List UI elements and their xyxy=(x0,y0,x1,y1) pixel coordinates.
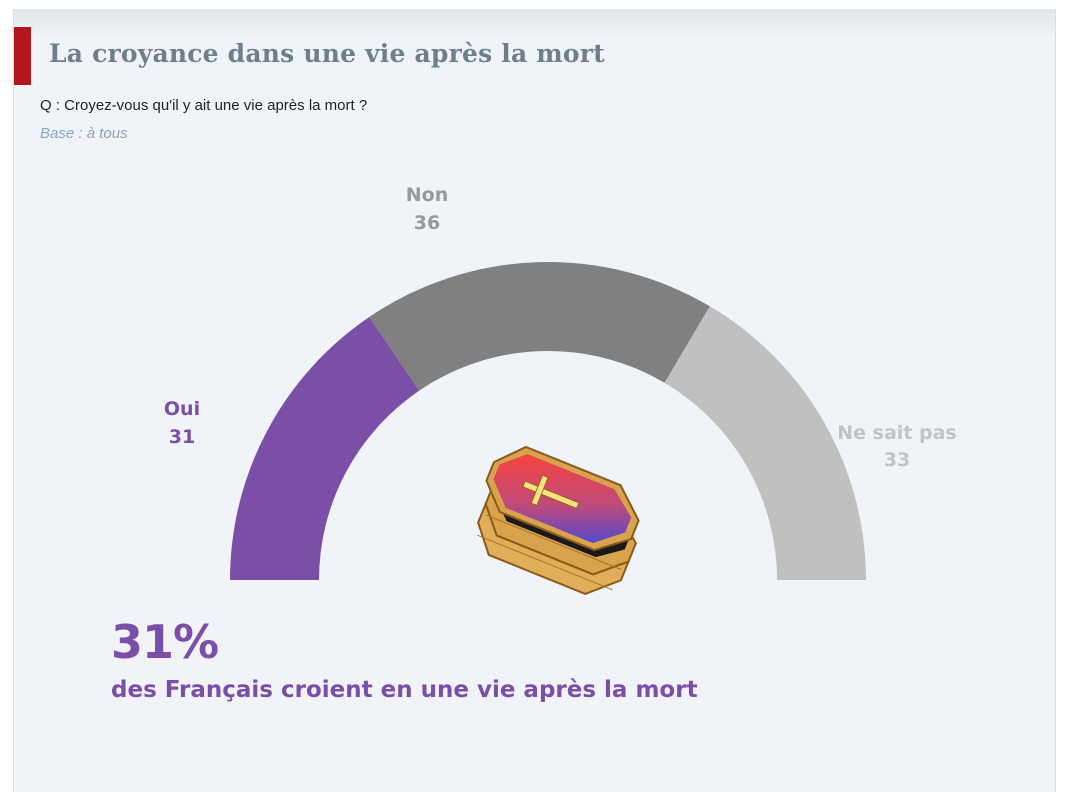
label-non-value: 36 xyxy=(414,212,440,234)
chart-title: La croyance dans une vie après la mort xyxy=(49,39,605,68)
gauge-segment-ne-sait-pas xyxy=(664,306,866,580)
gauge-segments xyxy=(230,261,866,580)
title-accent-bar xyxy=(14,27,31,85)
highlight-caption: des Français croient en une vie après la… xyxy=(111,677,698,703)
label-ne-sait-pas-name: Ne sait pas xyxy=(837,422,956,444)
card-top-shadow xyxy=(14,9,1055,39)
highlight-percentage: 31% xyxy=(111,615,219,669)
gauge-segment-non xyxy=(369,261,710,391)
label-non-name: Non xyxy=(406,184,448,206)
survey-base: Base : à tous xyxy=(40,125,128,142)
survey-question: Q : Croyez-vous qu'il y ait une vie aprè… xyxy=(40,97,368,114)
gauge-segment-oui xyxy=(230,316,420,580)
chart-card: La croyance dans une vie après la mort Q… xyxy=(13,9,1056,792)
coffin-icon xyxy=(477,445,640,595)
label-oui-value: 31 xyxy=(169,426,195,448)
label-ne-sait-pas-value: 33 xyxy=(884,449,910,471)
label-oui-name: Oui xyxy=(164,398,200,420)
gauge-chart: Non 36 Oui 31 Ne sait pas 33 xyxy=(164,184,957,595)
